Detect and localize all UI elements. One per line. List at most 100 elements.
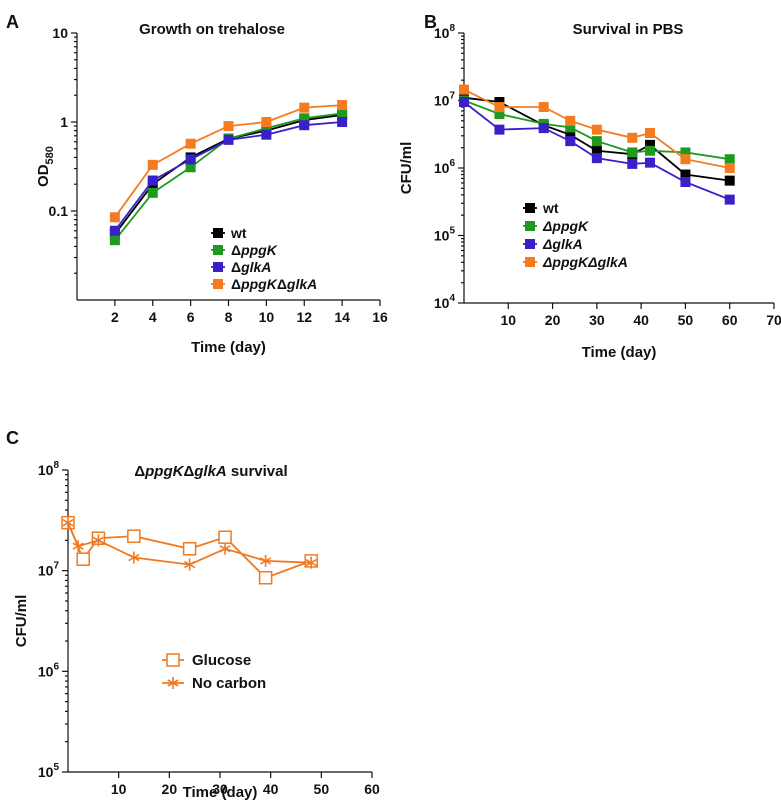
legend-marker xyxy=(213,279,223,289)
series-No carbon xyxy=(62,516,317,571)
x-tick-label: 10 xyxy=(500,312,516,328)
y-tick-label: 107 xyxy=(38,561,60,579)
y-tick-label: 10 xyxy=(52,25,68,41)
panel-label: C xyxy=(6,428,19,448)
data-point xyxy=(627,147,638,158)
data-point xyxy=(109,212,120,223)
panel-label: A xyxy=(6,12,19,32)
data-point xyxy=(724,194,735,205)
legend: Glucose No carbon xyxy=(162,652,266,692)
data-point xyxy=(259,554,272,567)
data-point xyxy=(680,154,691,165)
data-point xyxy=(147,159,158,170)
legend-label: ΔppgK xyxy=(542,218,589,234)
x-tick-label: 70 xyxy=(766,312,781,328)
legend-label: ΔglkA xyxy=(231,259,271,275)
x-tick-label: 20 xyxy=(162,781,178,797)
legend-marker xyxy=(167,677,179,689)
x-tick-label: 60 xyxy=(722,312,738,328)
data-point xyxy=(183,558,196,571)
y-axis-label: CFU/ml xyxy=(13,595,30,648)
legend-marker xyxy=(213,262,223,272)
legend-label: wt xyxy=(230,225,247,241)
x-tick-label: 14 xyxy=(334,309,350,325)
legend-marker xyxy=(213,228,223,238)
data-point xyxy=(680,147,691,158)
data-point xyxy=(299,113,310,124)
legend-label: No carbon xyxy=(192,675,266,692)
data-point xyxy=(337,117,348,127)
data-point xyxy=(494,109,505,120)
data-point xyxy=(109,235,120,246)
y-tick-label: 105 xyxy=(38,762,60,780)
x-tick-label: 16 xyxy=(372,309,388,325)
y-axis-label: CFU/ml xyxy=(398,142,415,195)
x-tick-label: 6 xyxy=(187,309,195,325)
data-point xyxy=(337,100,348,111)
data-point xyxy=(147,175,158,186)
y-tick-label: 107 xyxy=(434,91,456,109)
y-tick-label: 108 xyxy=(434,23,456,41)
x-tick-label: 12 xyxy=(296,309,312,325)
legend-marker xyxy=(525,257,535,267)
x-tick-label: 20 xyxy=(545,312,561,328)
legend-marker xyxy=(213,245,223,255)
data-point xyxy=(591,136,602,147)
x-tick-label: 60 xyxy=(364,781,380,797)
legend-label: ΔglkA xyxy=(542,236,583,252)
data-point xyxy=(565,115,576,126)
y-tick-label: 104 xyxy=(434,293,456,311)
y-tick-label: 0.1 xyxy=(49,203,69,219)
series-Glucose xyxy=(61,515,318,585)
data-point xyxy=(305,556,317,569)
data-point xyxy=(494,102,505,113)
y-tick-label: 106 xyxy=(434,158,456,176)
data-point xyxy=(299,120,310,131)
series-ΔglkA xyxy=(109,117,348,236)
chart-panel-b: B Survival in PBS 104 105 106 107 108 10 20 30 40 5… xyxy=(398,12,781,361)
legend-label: ΔppgKΔglkA xyxy=(231,276,317,292)
x-tick-label: 40 xyxy=(633,312,649,328)
data-point xyxy=(109,225,120,236)
data-point xyxy=(494,97,505,108)
data-point xyxy=(76,552,90,566)
data-point xyxy=(258,571,273,585)
data-point xyxy=(645,139,655,150)
data-point xyxy=(182,542,197,556)
legend-label: ΔppgK xyxy=(231,242,278,258)
data-point xyxy=(680,177,691,188)
data-point xyxy=(92,534,105,547)
data-point xyxy=(261,123,272,134)
chart-panel-c: C ΔppgKΔglkA survival 105 106 107 108 10 20 30 40… xyxy=(6,428,380,800)
panel-label: B xyxy=(424,12,437,32)
chart-title: ΔppgKΔglkA survival xyxy=(134,463,287,480)
x-axis-label: Time (day) xyxy=(191,339,266,356)
data-point xyxy=(591,124,602,135)
data-point xyxy=(127,529,141,543)
data-point xyxy=(185,138,196,149)
x-tick-label: 4 xyxy=(149,309,157,325)
y-tick-label: 108 xyxy=(38,460,60,478)
y-tick-label: 1 xyxy=(60,114,68,130)
data-point xyxy=(724,163,735,173)
data-point xyxy=(565,136,576,147)
data-point xyxy=(147,187,158,198)
data-point xyxy=(645,145,655,156)
x-tick-label: 10 xyxy=(111,781,127,797)
data-point xyxy=(494,124,505,135)
series-line xyxy=(114,114,343,235)
data-point xyxy=(627,158,638,169)
series-ΔppgKΔglkA xyxy=(109,100,348,223)
chart-title: Growth on trehalose xyxy=(139,21,285,38)
data-point xyxy=(185,154,196,165)
data-point xyxy=(218,530,232,544)
data-point xyxy=(261,129,272,140)
data-point xyxy=(337,108,348,119)
data-point xyxy=(680,169,691,180)
data-point xyxy=(591,153,602,164)
legend-label: wt xyxy=(542,200,559,216)
data-point xyxy=(62,516,74,529)
data-point xyxy=(223,134,234,145)
